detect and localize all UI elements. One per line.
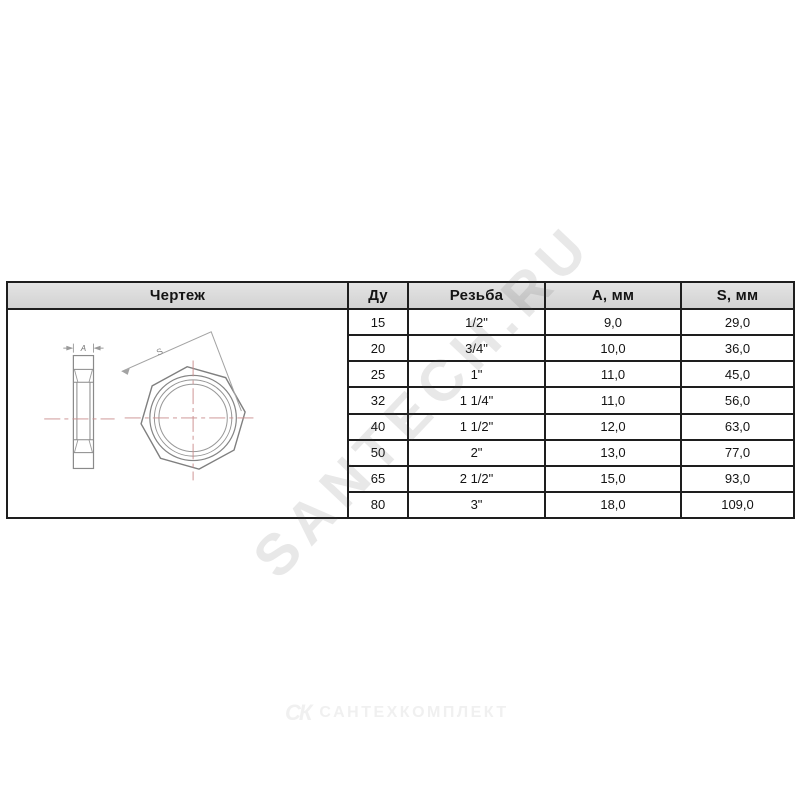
header-row: Чертеж Ду Резьба А, мм S, мм [6, 281, 795, 310]
cell-thread: 3" [407, 490, 546, 520]
table-row: 32 1 1/4" 11,0 56,0 [7, 386, 795, 415]
cell-du: 65 [347, 464, 409, 493]
cell-thread: 2" [407, 438, 546, 467]
spec-table: Чертеж Ду Резьба А, мм S, мм A [6, 281, 795, 520]
locknut-technical-drawing: A S [44, 331, 258, 481]
cell-s-mm: 29,0 [680, 307, 795, 337]
col-header-drawing: Чертеж [6, 281, 349, 310]
col-header-thread: Резьба [407, 281, 546, 310]
cell-a-mm: 11,0 [544, 360, 682, 389]
brand-logo-text: САНТЕХКОМПЛЕКТ [319, 704, 509, 721]
cell-thread: 1 1/4" [407, 386, 546, 415]
cell-a-mm: 10,0 [544, 334, 682, 363]
nut-octagon-outline [140, 366, 246, 470]
table-row: 80 3" 18,0 109,0 [7, 490, 795, 520]
spec-table-body: A S 15 1/2" 9,0 29,0 20 3/4" 10,0 36 [6, 307, 795, 520]
cell-du: 50 [347, 438, 409, 467]
cell-thread: 1" [407, 360, 546, 389]
cell-s-mm: 56,0 [680, 386, 795, 415]
cell-du: 32 [347, 386, 409, 415]
cell-a-mm: 18,0 [544, 490, 682, 520]
table-row: 40 1 1/2" 12,0 63,0 [7, 412, 795, 441]
cell-s-mm: 36,0 [680, 334, 795, 363]
cell-du: 20 [347, 334, 409, 363]
dim-s: S [121, 331, 242, 412]
cell-s-mm: 77,0 [680, 438, 795, 467]
table-row: 25 1" 11,0 45,0 [7, 360, 795, 389]
table-row: 65 2 1/2" 15,0 93,0 [7, 464, 795, 493]
cell-a-mm: 13,0 [544, 438, 682, 467]
cell-s-mm: 93,0 [680, 464, 795, 493]
centerlines [44, 360, 258, 481]
drawing-cell: A S [6, 308, 349, 519]
table-row: 20 3/4" 10,0 36,0 [7, 334, 795, 363]
col-header-s-mm: S, мм [680, 281, 795, 310]
dim-s-label: S [155, 346, 165, 357]
cell-s-mm: 109,0 [680, 490, 795, 520]
brand-logo: СК САНТЕХКОМПЛЕКТ [285, 700, 509, 726]
cell-du: 15 [347, 307, 409, 337]
side-view [72, 354, 95, 470]
cell-du: 80 [347, 490, 409, 520]
dim-a-label: A [80, 344, 86, 353]
cell-du: 40 [347, 412, 409, 441]
table-row: A S 15 1/2" 9,0 29,0 [6, 307, 795, 519]
cell-a-mm: 9,0 [544, 307, 682, 337]
cell-thread: 1/2" [407, 307, 546, 337]
dim-a: A [63, 343, 104, 353]
cell-a-mm: 15,0 [544, 464, 682, 493]
table-row: 50 2" 13,0 77,0 [7, 438, 795, 467]
cell-s-mm: 45,0 [680, 360, 795, 389]
cell-a-mm: 12,0 [544, 412, 682, 441]
brand-logo-mark: СК [285, 700, 312, 725]
cell-s-mm: 63,0 [680, 412, 795, 441]
cell-thread: 1 1/2" [407, 412, 546, 441]
col-header-a-mm: А, мм [544, 281, 682, 310]
cell-a-mm: 11,0 [544, 386, 682, 415]
spec-table-header: Чертеж Ду Резьба А, мм S, мм [6, 281, 795, 310]
cell-du: 25 [347, 360, 409, 389]
cell-thread: 3/4" [407, 334, 546, 363]
col-header-du: Ду [347, 281, 409, 310]
cell-thread: 2 1/2" [407, 464, 546, 493]
